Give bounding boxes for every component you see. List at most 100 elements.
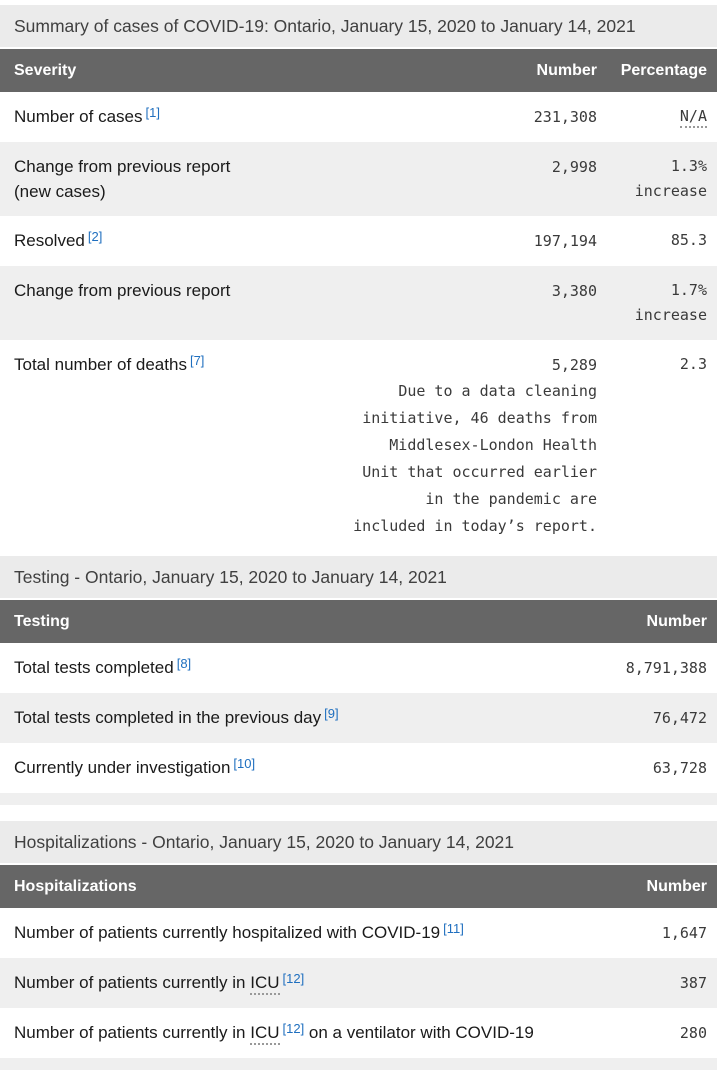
label-text: Number of patients currently hospitalize… — [14, 923, 441, 942]
number-cell: 2,998 — [331, 142, 607, 216]
label-text: increase — [634, 306, 707, 324]
table-caption: Summary of cases of COVID-19: Ontario, J… — [0, 5, 717, 47]
table-row: Number of cases [1] 231,308 N/A — [0, 92, 717, 142]
label-text: 1.3% — [670, 157, 707, 175]
row-label-line: Currently under investigation [10] — [14, 755, 597, 780]
empty-cell — [0, 1058, 717, 1070]
row-label-line: Total number of deaths [7] — [14, 352, 321, 377]
header-row: Testing Number — [0, 600, 717, 643]
row-label-line: Resolved [2] — [14, 228, 321, 253]
abbr-na: N/A — [679, 107, 707, 128]
table-body: Number of patients currently hospitalize… — [0, 908, 717, 1070]
row-label-cell: Change from previous report — [0, 266, 331, 340]
percentage-line: increase — [617, 179, 707, 204]
footnote-link[interactable]: [9] — [324, 706, 339, 721]
table-row: Resolved [2] 197,194 85.3 — [0, 216, 717, 266]
percentage-cell: 1.3% increase — [607, 142, 717, 216]
label-text: Number of patients currently in — [14, 973, 251, 992]
label-text: increase — [634, 182, 707, 200]
column-header-hospitalizations: Hospitalizations — [0, 865, 607, 908]
footnote-link[interactable]: [7] — [189, 353, 205, 368]
table-row: Change from previous report 3,380 1.7% incr… — [0, 266, 717, 340]
row-label-cell: Total number of deaths [7] — [0, 340, 331, 552]
number-value: 280 — [679, 1024, 707, 1042]
table-body: Number of cases [1] 231,308 N/A Change from … — [0, 92, 717, 552]
footnote-link[interactable]: [12] — [282, 1021, 305, 1036]
table-section-severity: Summary of cases of COVID-19: Ontario, J… — [0, 5, 717, 552]
label-text: 2.3 — [679, 355, 707, 373]
column-header-number: Number — [607, 600, 717, 643]
table-row: Number of patients currently hospitalize… — [0, 908, 717, 958]
percentage-line: 2.3 — [617, 352, 707, 377]
row-label-cell: Currently under investigation [10] — [0, 743, 607, 793]
table-caption: Hospitalizations - Ontario, January 15, … — [0, 821, 717, 863]
row-label-cell: Number of patients currently hospitalize… — [0, 908, 607, 958]
number-cell: 280 — [607, 1008, 717, 1058]
footnote-link[interactable]: [2] — [87, 229, 103, 244]
row-label-cell: Number of patients currently in ICU [12] — [0, 958, 607, 1008]
label-text: Total number of deaths — [14, 355, 187, 374]
label-text: Currently under investigation — [14, 758, 231, 777]
table-caption: Testing - Ontario, January 15, 2020 to J… — [0, 556, 717, 598]
number-cell: 76,472 — [607, 693, 717, 743]
number-value: 197,194 — [533, 232, 597, 250]
table-section-testing: Testing - Ontario, January 15, 2020 to J… — [0, 556, 717, 805]
number-value: 1,647 — [661, 924, 707, 942]
empty-row-stripe — [0, 1058, 717, 1070]
number-value: 63,728 — [652, 759, 707, 777]
label-text: Number of cases — [14, 107, 143, 126]
table-head: Severity Number Percentage — [0, 49, 717, 92]
label-text: (new cases) — [14, 182, 106, 201]
label-text: Number of patients currently in — [14, 1023, 251, 1042]
footnote-sup: [12] — [283, 1021, 305, 1036]
footnote-sup: [7] — [190, 353, 204, 368]
table-head: Hospitalizations Number — [0, 865, 717, 908]
number-value: 8,791,388 — [625, 659, 707, 677]
footnote-sup: [11] — [443, 921, 464, 936]
row-label-line: Number of cases [1] — [14, 104, 321, 129]
number-value: 76,472 — [652, 709, 707, 727]
label-text: 85.3 — [670, 231, 707, 249]
label-text: Change from previous report — [14, 281, 231, 300]
table-row: Number of patients currently in ICU [12] 3… — [0, 958, 717, 1008]
footnote-sup: [9] — [324, 706, 338, 721]
footnote-link[interactable]: [11] — [443, 921, 464, 936]
table-row: Total number of deaths [7] 5,289 Due to a d… — [0, 340, 717, 552]
number-cell: 3,380 — [331, 266, 607, 340]
number-value: 5,289 — [551, 356, 597, 374]
number-cell: 5,289 Due to a data cleaning initiative, … — [331, 340, 607, 552]
footnote-sup: [12] — [283, 971, 305, 986]
footnote-link[interactable]: [1] — [145, 105, 160, 120]
row-label-line: Number of patients currently hospitalize… — [14, 920, 597, 945]
label-text: Total tests completed in the previous da… — [14, 708, 322, 727]
label-text: Resolved — [14, 231, 85, 250]
number-value: 2,998 — [551, 158, 597, 176]
percentage-cell: 1.7% increase — [607, 266, 717, 340]
row-label-line: Change from previous report — [14, 154, 321, 179]
data-table: Hospitalizations Number Number of patients… — [0, 865, 717, 1070]
row-label-cell: Resolved [2] — [0, 216, 331, 266]
percentage-line: 1.3% — [617, 154, 707, 179]
covid-summary-page: Summary of cases of COVID-19: Ontario, J… — [0, 5, 717, 1070]
table-row: Number of patients currently in ICU [12] … — [0, 1008, 717, 1058]
row-label-line: (new cases) — [14, 179, 321, 204]
row-label-cell: Change from previous report (new cases) — [0, 142, 331, 216]
number-cell: 387 — [607, 958, 717, 1008]
row-label-line: Number of patients currently in ICU [12] — [14, 970, 597, 995]
number-value: 3,380 — [551, 282, 597, 300]
table-section-hospitalizations: Hospitalizations - Ontario, January 15, … — [0, 821, 717, 1070]
footnote-link[interactable]: [12] — [282, 971, 305, 986]
footnote-link[interactable]: [8] — [176, 656, 192, 671]
percentage-line: 1.7% — [617, 278, 707, 303]
data-cleaning-note: Due to a data cleaning initiative, 46 de… — [353, 382, 597, 535]
number-cell: 231,308 — [331, 92, 607, 142]
number-cell: 63,728 — [607, 743, 717, 793]
footnote-link[interactable]: [10] — [233, 756, 256, 771]
column-header-percentage: Percentage — [607, 49, 717, 92]
row-label-line: Total tests completed [8] — [14, 655, 597, 680]
empty-row-stripe — [0, 793, 717, 805]
footnote-sup: [8] — [177, 656, 191, 671]
table-row: Change from previous report (new cases) 2,… — [0, 142, 717, 216]
table-row: Currently under investigation [10] 63,728 — [0, 743, 717, 793]
number-cell: 197,194 — [331, 216, 607, 266]
